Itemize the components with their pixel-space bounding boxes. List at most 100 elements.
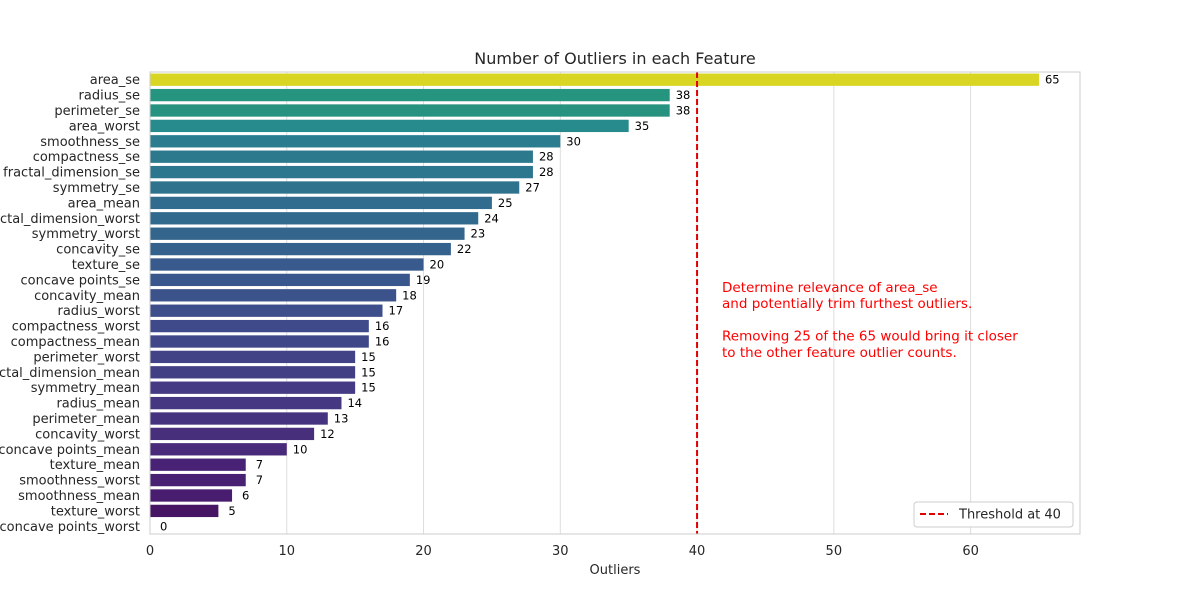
y-tick-label: concave points_worst [0,520,140,535]
bar [150,196,492,210]
value-label: 14 [347,396,362,410]
chart-title: Number of Outliers in each Feature [474,49,755,68]
value-label: 65 [1045,73,1060,87]
y-tick-label: fractal_dimension_worst [0,212,140,227]
y-tick-label: perimeter_worst [33,350,140,365]
value-label: 5 [228,504,235,518]
bar [150,458,246,471]
bar [150,212,479,225]
bar [150,135,561,148]
value-label: 22 [457,242,472,256]
bar [150,227,465,240]
bar [150,73,1039,86]
value-label: 38 [676,88,691,102]
bar [150,165,533,179]
bar [150,289,397,302]
x-tick-label: 50 [826,544,843,559]
value-label: 28 [539,150,554,164]
value-label: 7 [256,473,263,487]
bar [150,273,410,287]
y-tick-label: smoothness_mean [18,489,140,504]
bar [150,473,246,487]
y-tick-label: fractal_dimension_se [3,166,140,181]
y-tick-label: texture_se [72,258,140,273]
legend: Threshold at 40 [913,501,1074,528]
value-labels: 6538383530282827252423222019181716161515… [160,73,1060,534]
value-label: 16 [375,319,390,333]
value-label: 19 [416,273,431,287]
y-tick-label: symmetry_mean [31,381,140,396]
x-tick-label: 60 [962,544,979,559]
y-tick-label: concavity_se [56,243,140,258]
value-label: 20 [430,258,445,272]
bar [150,350,356,364]
y-tick-label: compactness_mean [11,335,140,350]
y-tick-label: radius_mean [56,397,140,412]
y-tick-label: fractal_dimension_mean [0,366,140,381]
value-label: 24 [484,211,499,225]
value-label: 28 [539,165,554,179]
x-axis-label: Outliers [590,563,641,578]
value-label: 13 [334,412,349,426]
y-tick-label: concave points_mean [0,443,140,458]
value-label: 0 [160,519,167,533]
value-label: 23 [471,227,486,241]
bar [150,181,520,194]
y-tick-label: smoothness_se [40,135,140,150]
bar [150,242,451,256]
value-label: 10 [293,442,308,456]
bar [150,258,424,271]
value-label: 18 [402,288,417,302]
bar [150,504,219,518]
y-tick-labels: area_seradius_seperimeter_searea_worstsm… [0,73,140,535]
bar [150,443,287,456]
value-label: 12 [320,427,335,441]
value-label: 15 [361,381,376,395]
value-label: 6 [242,489,249,503]
value-label: 38 [676,104,691,118]
bar [150,489,233,502]
value-label: 15 [361,350,376,364]
y-tick-label: texture_mean [50,458,140,473]
y-tick-label: area_mean [68,196,140,211]
value-label: 16 [375,335,390,349]
bar [150,319,369,333]
y-tick-label: concave points_se [21,273,140,288]
value-label: 25 [498,196,513,210]
y-tick-label: perimeter_mean [32,412,140,427]
y-tick-label: concavity_mean [34,289,140,304]
bar [150,304,383,317]
bar [150,366,356,379]
value-label: 17 [389,304,404,318]
y-tick-label: radius_se [79,89,140,104]
x-tick-label: 30 [552,544,569,559]
y-tick-label: concavity_worst [35,427,140,442]
y-tick-label: compactness_se [33,150,140,165]
bar [150,119,629,133]
bar [150,381,356,394]
value-label: 27 [525,181,540,195]
y-tick-label: symmetry_se [53,181,140,196]
annotation-line: Determine relevance of area_se [722,280,938,296]
bar [150,88,670,102]
y-tick-label: texture_worst [51,504,140,519]
annotation-line: and potentially trim furthest outliers. [722,296,972,312]
x-tick-label: 40 [689,544,706,559]
bars [150,73,1039,518]
annotation-line: to the other feature outlier counts. [722,345,957,361]
x-tick-label: 20 [415,544,432,559]
bar [150,412,328,425]
legend-box [913,501,1074,528]
y-tick-label: compactness_worst [12,320,140,335]
y-tick-label: area_se [90,73,140,88]
x-tick-labels: 0 10 20 30 40 50 60 [146,544,979,559]
annotation-line: Removing 25 of the 65 would bring it clo… [722,329,1018,345]
y-tick-label: perimeter_se [54,104,140,119]
value-label: 30 [566,134,581,148]
bar [150,335,369,348]
value-label: 15 [361,365,376,379]
value-label: 35 [635,119,650,133]
y-tick-label: smoothness_worst [19,474,140,489]
